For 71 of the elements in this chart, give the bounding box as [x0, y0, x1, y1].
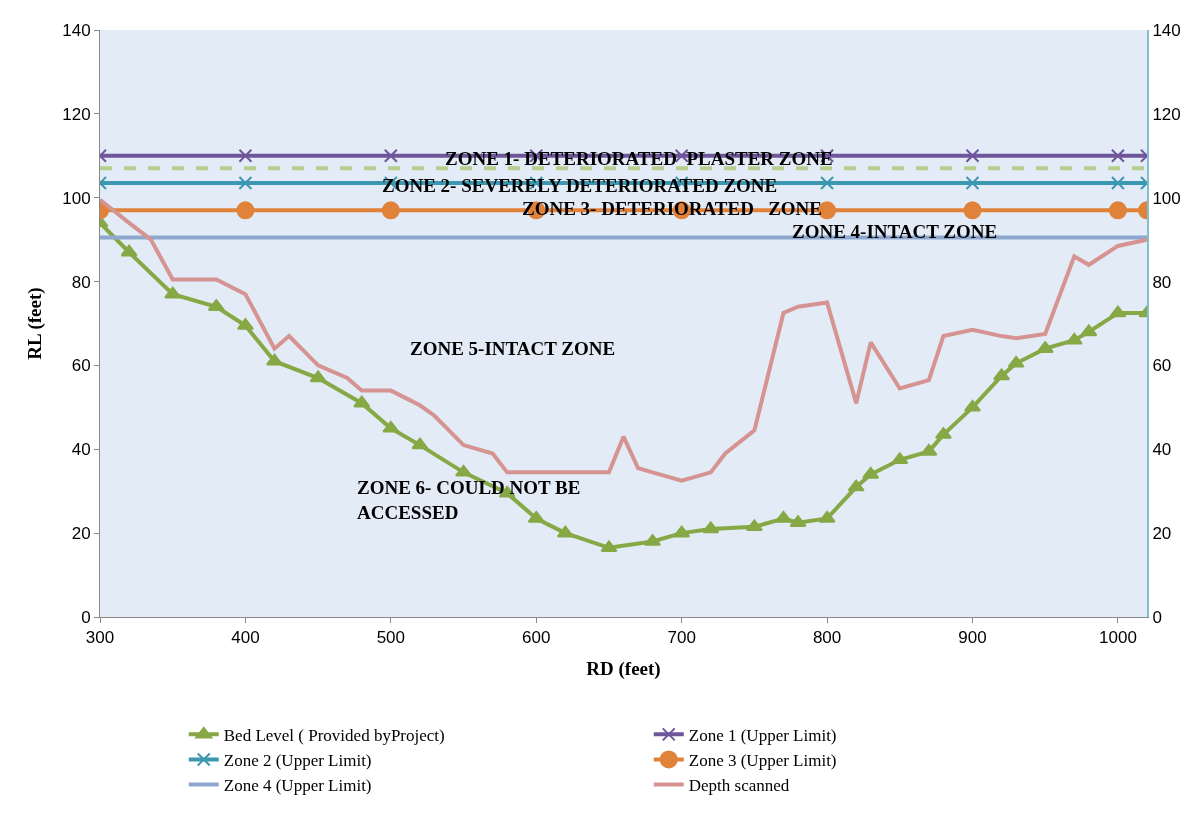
y-tick-label: 0 [81, 607, 91, 627]
x-tick-label: 500 [376, 628, 406, 648]
x-axis-title: RD (feet) [586, 658, 661, 681]
point [891, 452, 909, 465]
point [965, 148, 980, 163]
point [411, 437, 429, 450]
line-series [100, 197, 1147, 483]
point [1007, 355, 1025, 368]
point [702, 521, 720, 534]
point [383, 148, 398, 163]
point [382, 420, 400, 433]
y-tick-label: 80 [71, 272, 91, 292]
y-tick-label: 120 [62, 104, 91, 124]
point [965, 176, 980, 191]
point [238, 176, 253, 191]
point [1109, 305, 1127, 318]
point [527, 510, 545, 523]
x-tick-label: 900 [958, 628, 987, 648]
y-tick-label: 100 [62, 188, 91, 208]
legend-label: Depth scanned [688, 776, 790, 796]
y-tick-label: 20 [71, 524, 91, 544]
y-tick-label: 40 [71, 440, 91, 460]
point [862, 466, 880, 479]
y2-tick-label: 100 [1152, 188, 1181, 208]
point [963, 201, 982, 220]
point [818, 510, 836, 523]
x-tick-label: 300 [85, 628, 115, 648]
y2-tick-label: 20 [1152, 524, 1172, 544]
point [309, 370, 327, 383]
y2-tick-label: 60 [1152, 356, 1172, 376]
point [1065, 332, 1083, 345]
point [353, 395, 371, 408]
point [556, 525, 574, 538]
y-tick-label: 60 [71, 356, 91, 376]
point [1108, 201, 1127, 220]
point [820, 176, 835, 191]
point [236, 201, 255, 220]
y-axis-title: RL (feet) [24, 287, 47, 360]
point [600, 540, 618, 553]
point [920, 443, 938, 456]
x-tick-label: 1000 [1099, 628, 1137, 648]
point [774, 510, 792, 523]
y-tick-label: 140 [62, 20, 91, 40]
y2-tick-label: 120 [1152, 104, 1181, 124]
legend-label: Zone 1 (Upper Limit) [688, 725, 837, 745]
point [993, 368, 1011, 381]
annotation: ZONE 5-INTACT ZONE [410, 338, 616, 359]
point [120, 244, 138, 257]
annotation: ZONE 4-INTACT ZONE [792, 221, 998, 242]
x-tick-label: 700 [667, 628, 696, 648]
point [847, 479, 865, 492]
y2-tick-label: 40 [1152, 440, 1172, 460]
point [455, 464, 473, 477]
legend-label: Zone 2 (Upper Limit) [223, 751, 372, 771]
y2-tick-label: 80 [1152, 272, 1172, 292]
point [381, 201, 400, 220]
point [238, 148, 253, 163]
y2-tick-label: 140 [1152, 20, 1181, 40]
point [1080, 324, 1098, 337]
y2-tick-label: 0 [1152, 607, 1162, 627]
point [1110, 176, 1125, 191]
x-tick-label: 400 [231, 628, 260, 648]
point [164, 286, 182, 299]
x-tick-label: 800 [812, 628, 842, 648]
legend-label: Bed Level ( Provided byProject) [223, 725, 445, 745]
legend-label: Zone 3 (Upper Limit) [688, 751, 837, 771]
legend-label: Zone 4 (Upper Limit) [223, 776, 372, 796]
x-tick-label: 600 [522, 628, 551, 648]
point [1110, 148, 1125, 163]
point [673, 525, 691, 538]
point [745, 519, 763, 532]
